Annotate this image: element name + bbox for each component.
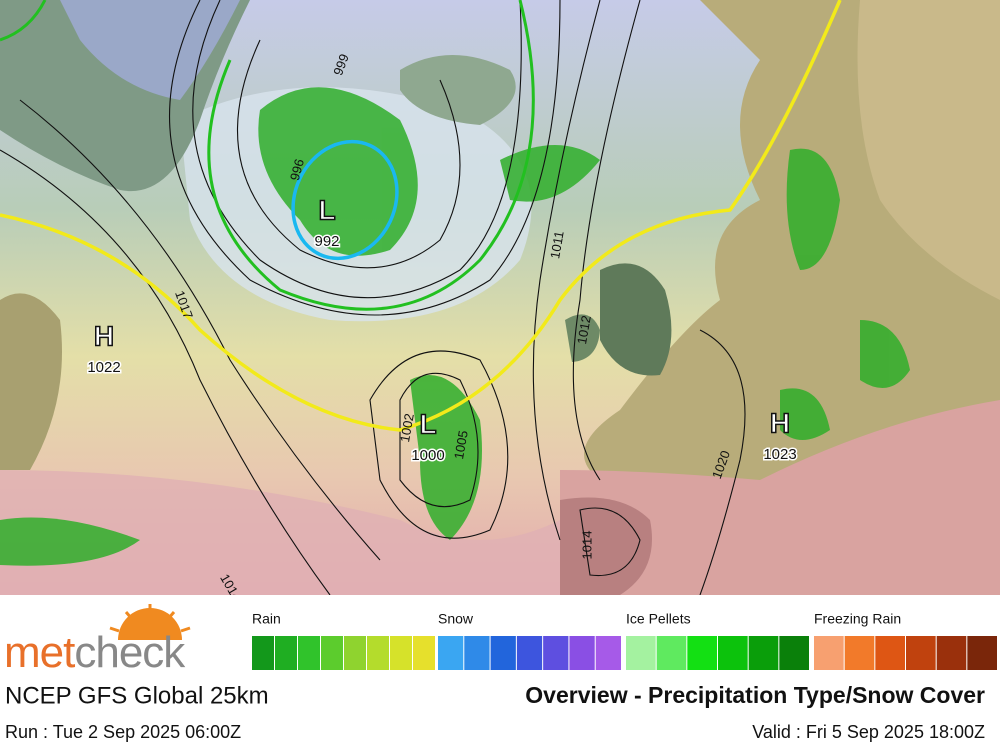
legend-swatch [298,636,320,670]
legend: Rain Snow Ice Pellets Freezing Rain [252,611,997,670]
legend-swatch [718,636,748,670]
warm-sea [0,470,560,595]
rain-area [786,148,840,270]
isobar [579,507,641,577]
pressure-symbol: H [94,320,114,351]
legend-label: Rain [252,611,281,627]
greenland-ice [60,0,240,100]
legend-swatch [967,636,997,670]
pressure-value: 1023 [763,446,796,463]
isobar-green [207,0,535,311]
isobar-label: 1012 [574,314,594,345]
brand-part: met [4,628,75,677]
legend-swatch [906,636,936,670]
legend-label: Freezing Rain [814,611,901,627]
legend-swatch [413,636,435,670]
isobar [192,0,522,299]
legend-swatch [543,636,569,670]
legend-swatch [569,636,595,670]
isobar-green [0,0,47,42]
brand-part: check [74,628,186,677]
southern-europe [560,400,1000,595]
legend-swatch [275,636,297,670]
legend-swatch [252,636,274,670]
pressure-value: 1000 [411,447,444,464]
isobar [699,329,746,595]
isobar-label: 1011 [547,230,567,260]
rain-area [780,388,830,440]
legend-swatch [367,636,389,670]
rain-area [860,320,910,388]
scandinavia-east [857,0,1000,300]
pressure-symbol: L [318,194,335,225]
isobar [236,39,461,269]
isobar-label: 1014 [579,531,594,560]
legend-swatch [516,636,543,670]
pressure-symbol: H [770,407,790,438]
isobar [0,149,331,595]
isobar [169,0,561,316]
legend-swatch [321,636,343,670]
pressure-value: 1022 [87,359,120,376]
legend-swatch [844,636,875,670]
legend-label: Snow [438,611,474,627]
legend-swatch [656,636,687,670]
isobar-1013 [0,0,842,432]
legend-swatch [490,636,516,670]
isobar [369,350,509,539]
legend-swatch [438,636,464,670]
isobar-label: 1005 [451,429,471,460]
map: L992H1022L1000H1023999996101710111012100… [0,0,1000,595]
legend-swatch [595,636,621,670]
legend-swatch [936,636,967,670]
rain-areas [0,87,910,566]
isobar-label: 999 [330,52,352,78]
rain-area [410,375,482,540]
legend-swatch [344,636,366,670]
pressure-symbol: L [419,408,436,439]
model-name: NCEP GFS Global 25km [5,682,269,709]
legend-swatch [464,636,490,670]
legend-swatch [779,636,809,670]
rain-area [258,87,418,256]
legend-swatch [814,636,844,670]
isobar-label: 996 [287,157,307,182]
legend-label: Ice Pellets [626,611,691,627]
chart-title: Overview - Precipitation Type/Snow Cover [525,682,985,708]
logo-sun [118,608,182,640]
rain-area [0,517,140,566]
iceland [400,55,516,125]
brand: metcheck [4,628,186,677]
pressure-value: 992 [314,233,339,250]
great-britain [600,263,672,376]
newfoundland [0,293,62,470]
isobar [532,0,601,541]
legend-swatch [875,636,905,670]
isobar-label: 1002 [397,412,417,443]
isobar [399,372,479,508]
isobars [0,0,746,595]
legend-swatch [390,636,412,670]
logo: metcheck [4,604,191,677]
legend-swatch [626,636,656,670]
iberia [560,497,652,595]
logo-rays [109,604,191,633]
legend-swatch [748,636,779,670]
isobar [572,0,641,481]
rain-area [500,145,600,202]
run-time: Run : Tue 2 Sep 2025 06:00Z [5,722,241,742]
isobar-cyan [291,139,399,261]
legend-swatch [687,636,717,670]
valid-time: Valid : Fri 5 Sep 2025 18:00Z [752,722,985,742]
